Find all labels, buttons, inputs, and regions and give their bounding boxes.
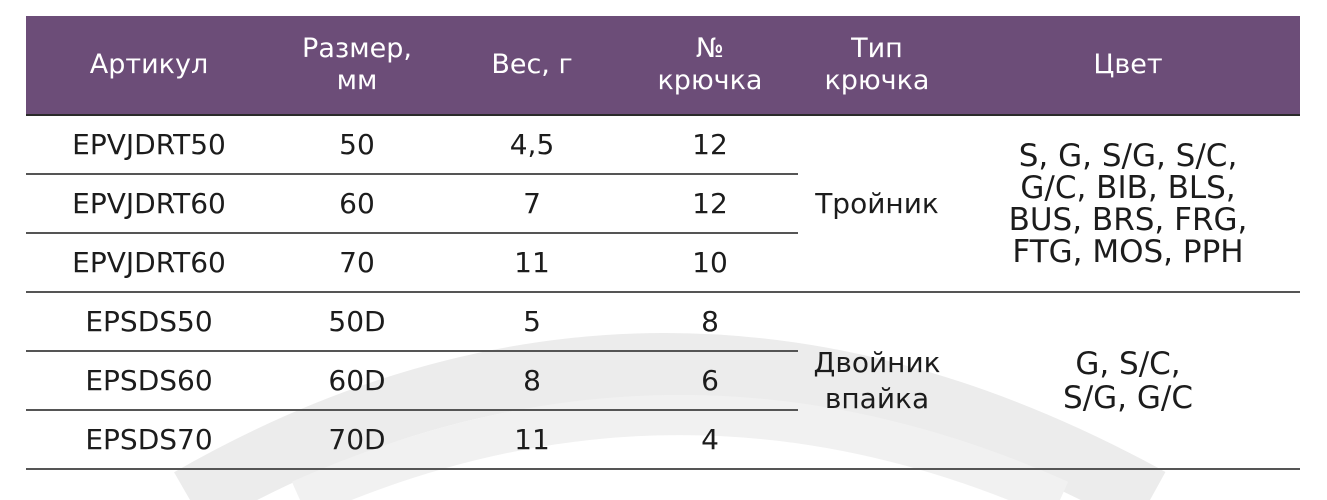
cell-hook-number: 12 bbox=[622, 115, 798, 175]
table-header: Артикул Размер, мм Вес, г № крючка Тип к… bbox=[26, 16, 1300, 116]
cell-hook-number: 10 bbox=[622, 233, 798, 293]
hook-type-double-line-2: впайка bbox=[824, 381, 930, 415]
cell-hook-number: 8 bbox=[622, 292, 798, 352]
header-size-line-1: Размер, bbox=[302, 33, 412, 64]
cell-hook-number: 12 bbox=[622, 174, 798, 234]
cell-article: EPSDS60 bbox=[26, 351, 272, 411]
colors-treble-line-3: BUS, BRS, FRG, bbox=[1008, 201, 1248, 238]
hook-type-treble-line-1: Тройник bbox=[815, 186, 939, 220]
cell-weight: 7 bbox=[442, 174, 622, 234]
header-weight-line-1: Вес, г bbox=[491, 49, 573, 80]
table-row: EPSDS70 70D 11 4 bbox=[26, 410, 1300, 470]
header-hook-type: Тип крючка bbox=[798, 16, 956, 116]
cell-article: EPVJDRT60 bbox=[26, 174, 272, 234]
header-color: Цвет bbox=[956, 16, 1300, 116]
lure-spec-table: Артикул Размер, мм Вес, г № крючка Тип к… bbox=[26, 16, 1300, 470]
cell-size: 60 bbox=[272, 174, 442, 234]
header-row: Артикул Размер, мм Вес, г № крючка Тип к… bbox=[26, 16, 1300, 116]
header-size-line-2: мм bbox=[336, 65, 378, 96]
cell-article: EPSDS50 bbox=[26, 292, 272, 352]
header-article-line-1: Артикул bbox=[89, 49, 209, 80]
cell-size: 70D bbox=[272, 410, 442, 470]
header-color-line-1: Цвет bbox=[1093, 49, 1163, 80]
cell-article: EPSDS70 bbox=[26, 410, 272, 470]
cell-hook-number: 4 bbox=[622, 410, 798, 470]
header-article: Артикул bbox=[26, 16, 272, 116]
header-hook-number-line-2: крючка bbox=[657, 65, 763, 96]
cell-colors-double: G, S/C, S/G, G/C bbox=[956, 292, 1300, 470]
cell-article: EPVJDRT60 bbox=[26, 233, 272, 293]
colors-double-line-2: S/G, G/C bbox=[1063, 379, 1193, 416]
cell-colors-treble: S, G, S/G, S/C, G/C, BIB, BLS, BUS, BRS,… bbox=[956, 115, 1300, 293]
cell-size: 60D bbox=[272, 351, 442, 411]
table-row: EPVJDRT60 60 7 12 bbox=[26, 174, 1300, 234]
colors-treble-line-1: S, G, S/G, S/C, bbox=[1018, 137, 1238, 174]
colors-treble-line-2: G/C, BIB, BLS, bbox=[1020, 169, 1236, 206]
cell-hook-type-treble: Тройник bbox=[798, 115, 956, 293]
table-body: EPVJDRT50 50 4,5 12 Тройник S, G, S/G, S… bbox=[26, 115, 1300, 470]
cell-weight: 11 bbox=[442, 410, 622, 470]
cell-weight: 11 bbox=[442, 233, 622, 293]
cell-article: EPVJDRT50 bbox=[26, 115, 272, 175]
colors-double-line-1: G, S/C, bbox=[1075, 345, 1181, 382]
header-hook-type-line-1: Тип bbox=[851, 33, 903, 64]
header-size: Размер, мм bbox=[272, 16, 442, 116]
table-row: EPSDS60 60D 8 6 bbox=[26, 351, 1300, 411]
cell-weight: 5 bbox=[442, 292, 622, 352]
header-weight: Вес, г bbox=[442, 16, 622, 116]
table-row: EPSDS50 50D 5 8 Двойник впайка G, S/C, S… bbox=[26, 292, 1300, 470]
cell-size: 70 bbox=[272, 233, 442, 293]
cell-hook-number: 6 bbox=[622, 351, 798, 411]
header-hook-number-line-1: № bbox=[695, 33, 725, 64]
cell-size: 50 bbox=[272, 115, 442, 175]
table-row: EPVJDRT60 70 11 10 bbox=[26, 233, 1300, 293]
cell-hook-type-double: Двойник впайка bbox=[798, 292, 956, 470]
cell-weight: 4,5 bbox=[442, 115, 622, 175]
table-row: EPVJDRT50 50 4,5 12 Тройник S, G, S/G, S… bbox=[26, 115, 1300, 293]
header-hook-number: № крючка bbox=[622, 16, 798, 116]
header-hook-type-line-2: крючка bbox=[824, 65, 930, 96]
hook-type-double-line-1: Двойник bbox=[813, 345, 941, 379]
colors-treble-line-4: FTG, MOS, PPH bbox=[1012, 233, 1244, 270]
cell-size: 50D bbox=[272, 292, 442, 352]
cell-weight: 8 bbox=[442, 351, 622, 411]
